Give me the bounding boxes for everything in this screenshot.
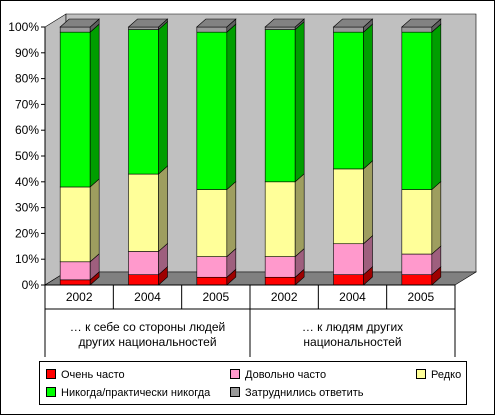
bar-segment <box>128 251 159 275</box>
bar-segment <box>59 31 91 188</box>
legend-label: Редко <box>431 369 462 381</box>
bar-top <box>401 18 442 28</box>
bar-segment <box>401 274 433 286</box>
y-tick-label: 10% <box>15 252 39 266</box>
bar-segment <box>196 189 228 257</box>
bar-segment <box>401 253 433 275</box>
legend-swatch <box>230 369 240 379</box>
legend-label: Очень часто <box>61 369 125 381</box>
bar-top <box>59 18 100 28</box>
bar-segment-side <box>431 180 442 255</box>
bar-top <box>127 18 169 28</box>
bar-segment-side <box>294 173 305 258</box>
y-tick-label: 100% <box>8 20 39 34</box>
bar-segment <box>196 256 228 278</box>
bar-segment <box>264 29 296 183</box>
bar-segment <box>128 29 159 175</box>
group-label: … к людям других национальностей <box>302 320 403 349</box>
legend: Очень часто Довольно часто Редко Никогда… <box>39 361 467 405</box>
bar-segment <box>196 26 228 33</box>
bar-segment-side <box>363 160 373 245</box>
bar-segment <box>196 31 228 190</box>
bar-segment <box>333 243 364 275</box>
legend-item-never: Никогда/практически никогда <box>46 386 210 400</box>
bar-segment <box>264 26 296 30</box>
legend-item-rather-often: Довольно часто <box>230 368 326 382</box>
bar-segment <box>333 168 364 245</box>
bar-segment-side <box>431 23 442 191</box>
group-label: … к себе со стороны людей других национал… <box>70 320 225 349</box>
x-tick-label: 2002 <box>66 290 93 304</box>
bar-segment-side <box>226 180 237 258</box>
x-tick-label: 2005 <box>202 290 229 304</box>
legend-label: Довольно часто <box>245 369 327 381</box>
y-tick-label: 0% <box>22 278 40 292</box>
bar-segment-side <box>294 20 305 183</box>
bar-segment <box>333 274 364 286</box>
legend-item-very-often: Очень часто <box>46 368 125 382</box>
x-tick-label: 2002 <box>271 290 298 304</box>
y-tick-label: 90% <box>15 46 39 60</box>
bar-segment <box>128 274 159 286</box>
bar-segment <box>59 261 91 281</box>
legend-swatch <box>416 369 426 379</box>
y-tick-label: 50% <box>15 149 39 163</box>
group-label-line: … к людям других <box>302 320 403 334</box>
bar-top <box>332 18 374 28</box>
x-tick-label: 2005 <box>407 290 434 304</box>
x-tick-label: 2004 <box>339 290 366 304</box>
bar-segment <box>59 26 91 33</box>
legend-label: Никогда/практически никогда <box>61 387 211 399</box>
group-label-line: … к себе со стороны людей <box>70 320 225 334</box>
bar-segment <box>59 186 91 263</box>
bar-segment-side <box>226 23 237 191</box>
bar-segment <box>333 26 364 33</box>
bar-top <box>264 18 305 28</box>
legend-swatch <box>46 387 56 397</box>
bar-segment <box>264 256 296 278</box>
bar-top <box>196 18 237 28</box>
bar-segment <box>128 173 159 252</box>
bar-segment <box>401 31 433 190</box>
y-tick-label: 80% <box>15 72 39 86</box>
bar-segment <box>264 181 296 257</box>
legend-item-rarely: Редко <box>416 368 461 382</box>
bar-segment-side <box>158 165 168 253</box>
bar-segment <box>264 276 296 286</box>
y-tick-label: 30% <box>15 201 39 215</box>
x-tick-label: 2004 <box>134 290 161 304</box>
bar-segment-side <box>363 23 373 170</box>
bar-segment <box>401 26 433 33</box>
bar-segment <box>401 189 433 255</box>
legend-label: Затруднились ответить <box>245 387 364 399</box>
legend-swatch <box>230 387 240 397</box>
bar-segment <box>128 26 159 30</box>
bar-segment <box>196 276 228 286</box>
y-tick-label: 20% <box>15 226 39 240</box>
bar-segment <box>333 31 364 170</box>
bar-segment-side <box>89 178 100 263</box>
bar-segment-side <box>158 20 168 175</box>
group-label-line: других национальностей <box>78 335 216 349</box>
y-tick-label: 40% <box>15 175 39 189</box>
legend-item-undecided: Затруднились ответить <box>230 386 364 400</box>
group-label-line: национальностей <box>303 335 401 349</box>
bar-segment <box>59 279 91 286</box>
y-tick-label: 60% <box>15 123 39 137</box>
bar-segment-side <box>89 23 100 188</box>
legend-swatch <box>46 369 56 379</box>
y-tick-label: 70% <box>15 97 39 111</box>
